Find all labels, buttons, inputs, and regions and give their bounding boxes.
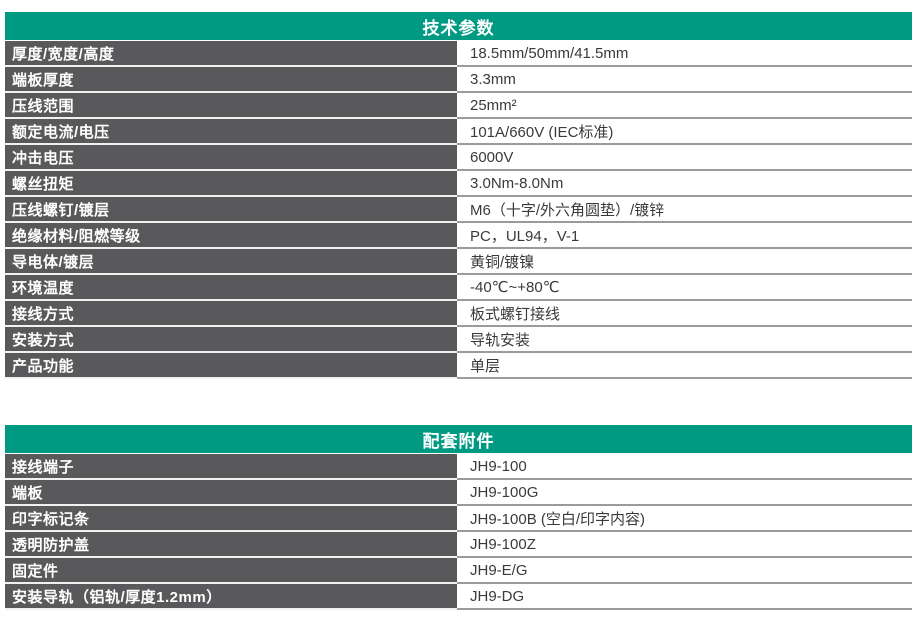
table-title-accessories: 配套附件 [5, 425, 912, 453]
spec-value: 6000V [457, 145, 912, 171]
table-row: 额定电流/电压 101A/660V (IEC标准) [5, 119, 912, 145]
spec-value: 导轨安装 [457, 327, 912, 353]
spec-label: 接线端子 [5, 454, 457, 480]
technical-parameters-table: 技术参数 厚度/宽度/高度 18.5mm/50mm/41.5mm 端板厚度 3.3mm… [5, 12, 912, 379]
table-row: 端板 JH9-100G [5, 480, 912, 506]
spec-value: 3.0Nm-8.0Nm [457, 171, 912, 197]
spec-label: 端板厚度 [5, 67, 457, 93]
spec-value: 25mm² [457, 93, 912, 119]
spec-value: M6（十字/外六角圆垫）/镀锌 [457, 197, 912, 223]
accessories-table-body: 接线端子 JH9-100 端板 JH9-100G 印字标记条 JH9-100B (空白/印… [5, 454, 912, 610]
spec-value: 18.5mm/50mm/41.5mm [457, 41, 912, 67]
spec-value: JH9-100 [457, 454, 912, 480]
table-row: 导电体/镀层 黄铜/镀镍 [5, 249, 912, 275]
spec-value: JH9-100G [457, 480, 912, 506]
accessories-table: 配套附件 接线端子 JH9-100 端板 JH9-100G 印字标记条 JH9-100B … [5, 425, 912, 610]
table-row: 冲击电压 6000V [5, 145, 912, 171]
spec-label: 额定电流/电压 [5, 119, 457, 145]
spec-value: JH9-E/G [457, 558, 912, 584]
table-row: 绝缘材料/阻燃等级 PC，UL94，V-1 [5, 223, 912, 249]
spec-label: 印字标记条 [5, 506, 457, 532]
table-row: 透明防护盖 JH9-100Z [5, 532, 912, 558]
table-row: 产品功能 单层 [5, 353, 912, 379]
spec-value: JH9-DG [457, 584, 912, 610]
spec-label: 端板 [5, 480, 457, 506]
spec-label: 安装方式 [5, 327, 457, 353]
table-row: 端板厚度 3.3mm [5, 67, 912, 93]
spec-value: 3.3mm [457, 67, 912, 93]
spec-value: JH9-100Z [457, 532, 912, 558]
table-title-technical-parameters: 技术参数 [5, 12, 912, 40]
spec-label: 绝缘材料/阻燃等级 [5, 223, 457, 249]
table-row: 压线范围 25mm² [5, 93, 912, 119]
spec-label: 接线方式 [5, 301, 457, 327]
table-row: 压线螺钉/镀层 M6（十字/外六角圆垫）/镀锌 [5, 197, 912, 223]
table-row: 安装导轨（铝轨/厚度1.2mm） JH9-DG [5, 584, 912, 610]
spec-label: 固定件 [5, 558, 457, 584]
spec-value: 单层 [457, 353, 912, 379]
spec-label: 安装导轨（铝轨/厚度1.2mm） [5, 584, 457, 610]
spec-value: 板式螺钉接线 [457, 301, 912, 327]
table-row: 接线方式 板式螺钉接线 [5, 301, 912, 327]
spec-label: 导电体/镀层 [5, 249, 457, 275]
spec-label: 螺丝扭矩 [5, 171, 457, 197]
spec-value: 101A/660V (IEC标准) [457, 119, 912, 145]
table-row: 螺丝扭矩 3.0Nm-8.0Nm [5, 171, 912, 197]
spec-label: 透明防护盖 [5, 532, 457, 558]
spec-label: 压线螺钉/镀层 [5, 197, 457, 223]
spec-label: 冲击电压 [5, 145, 457, 171]
table-row: 固定件 JH9-E/G [5, 558, 912, 584]
spec-value: PC，UL94，V-1 [457, 223, 912, 249]
spec-label: 压线范围 [5, 93, 457, 119]
spec-value: JH9-100B (空白/印字内容) [457, 506, 912, 532]
spec-value: 黄铜/镀镍 [457, 249, 912, 275]
spec-value: -40℃~+80℃ [457, 275, 912, 301]
table-row: 安装方式 导轨安装 [5, 327, 912, 353]
spec-label: 厚度/宽度/高度 [5, 41, 457, 67]
table-row: 厚度/宽度/高度 18.5mm/50mm/41.5mm [5, 41, 912, 67]
spec-label: 环境温度 [5, 275, 457, 301]
table-row: 接线端子 JH9-100 [5, 454, 912, 480]
technical-parameters-table-body: 厚度/宽度/高度 18.5mm/50mm/41.5mm 端板厚度 3.3mm 压线范围 2… [5, 41, 912, 379]
spec-label: 产品功能 [5, 353, 457, 379]
table-row: 环境温度 -40℃~+80℃ [5, 275, 912, 301]
table-row: 印字标记条 JH9-100B (空白/印字内容) [5, 506, 912, 532]
